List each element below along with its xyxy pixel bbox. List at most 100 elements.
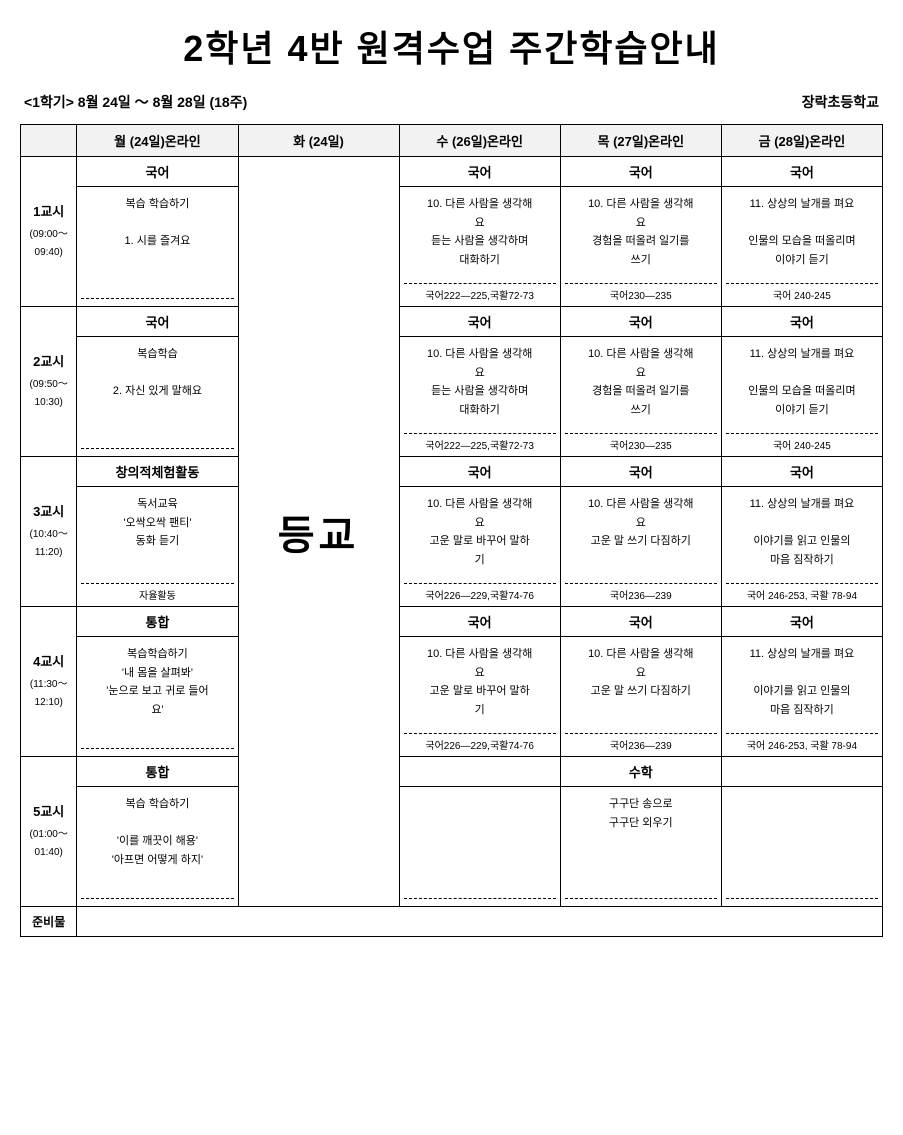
p4-thu-subject: 국어 — [560, 607, 721, 637]
p1-wed-subject: 국어 — [399, 157, 560, 187]
period-3-label: 3교시 (10:40～ 11:20) — [21, 457, 77, 607]
p3-content-row: 독서교육 '오싹오싹 팬티' 동화 듣기 자율활동 10. 다른 사람을 생각해… — [21, 487, 883, 607]
p5-wed-content — [399, 787, 560, 907]
p3-mon-subject: 창의적체험활동 — [77, 457, 238, 487]
p4-mon-subject: 통합 — [77, 607, 238, 637]
p3-mon-ref: 자율활동 — [81, 583, 233, 602]
p4-fri-ref: 국어 246-253, 국활 78-94 — [726, 733, 878, 752]
p5-subject-row: 5교시 (01:00～ 01:40) 통합 수학 — [21, 757, 883, 787]
p2-subject-row: 2교시 (09:50～ 10:30) 국어 국어 국어 국어 — [21, 307, 883, 337]
p5-content-row: 복습 학습하기 '이를 깨끗이 해용' '아프면 어떻게 하지' 구구단 송으로… — [21, 787, 883, 907]
period-5-name: 5교시 — [23, 802, 74, 823]
p1-thu-content: 10. 다른 사람을 생각해 요 경험을 떠올려 일기를 쓰기 국어230—23… — [560, 187, 721, 307]
period-2-name: 2교시 — [23, 352, 74, 373]
period-2-time: (09:50～ 10:30) — [30, 379, 68, 408]
p2-fri-subject: 국어 — [721, 307, 882, 337]
p5-mon-ref — [81, 898, 233, 902]
p5-wed-subject — [399, 757, 560, 787]
p4-wed-subject: 국어 — [399, 607, 560, 637]
p4-content-row: 복습학습하기 '내 몸을 살펴봐' '눈으로 보고 귀로 들어 요' 10. 다… — [21, 637, 883, 757]
p3-wed-ref: 국어226—229,국활74-76 — [404, 583, 556, 602]
p1-mon-subject: 국어 — [77, 157, 238, 187]
p2-mon-body: 복습학습 2. 자신 있게 말해요 — [81, 345, 233, 401]
p3-fri-ref: 국어 246-253, 국활 78-94 — [726, 583, 878, 602]
day-header-thu: 목 (27일)온라인 — [560, 125, 721, 157]
period-4-time: (11:30～ 12:10) — [30, 679, 68, 708]
p4-mon-ref — [81, 748, 233, 752]
p2-wed-subject: 국어 — [399, 307, 560, 337]
p4-subject-row: 4교시 (11:30～ 12:10) 통합 국어 국어 국어 — [21, 607, 883, 637]
p1-fri-ref: 국어 240-245 — [726, 283, 878, 302]
p1-fri-body: 11. 상상의 날개를 펴요 인물의 모습을 떠올리며 이야기 듣기 — [726, 195, 878, 270]
p2-mon-ref — [81, 448, 233, 452]
p2-content-row: 복습학습 2. 자신 있게 말해요 10. 다른 사람을 생각해 요 듣는 사람… — [21, 337, 883, 457]
p4-wed-content: 10. 다른 사람을 생각해 요 고운 말로 바꾸어 말하 기 국어226—22… — [399, 637, 560, 757]
p1-fri-subject: 국어 — [721, 157, 882, 187]
day-header-tue: 화 (24일) — [238, 125, 399, 157]
p5-mon-content: 복습 학습하기 '이를 깨끗이 해용' '아프면 어떻게 하지' — [77, 787, 238, 907]
p1-thu-body: 10. 다른 사람을 생각해 요 경험을 떠올려 일기를 쓰기 — [565, 195, 717, 270]
day-header-wed: 수 (26일)온라인 — [399, 125, 560, 157]
period-1-label: 1교시 (09:00～ 09:40) — [21, 157, 77, 307]
p4-mon-body: 복습학습하기 '내 몸을 살펴봐' '눈으로 보고 귀로 들어 요' — [81, 645, 233, 720]
p4-fri-body: 11. 상상의 날개를 펴요 이야기를 읽고 인물의 마음 짐작하기 — [726, 645, 878, 720]
corner-cell — [21, 125, 77, 157]
p5-thu-body: 구구단 송으로 구구단 외우기 — [565, 795, 717, 832]
p2-wed-content: 10. 다른 사람을 생각해 요 듣는 사람을 생각하며 대화하기 국어222—… — [399, 337, 560, 457]
p3-wed-content: 10. 다른 사람을 생각해 요 고운 말로 바꾸어 말하 기 국어226—22… — [399, 487, 560, 607]
p2-thu-body: 10. 다른 사람을 생각해 요 경험을 떠올려 일기를 쓰기 — [565, 345, 717, 420]
p3-thu-content: 10. 다른 사람을 생각해 요 고운 말 쓰기 다짐하기 국어236—239 — [560, 487, 721, 607]
p1-mon-body: 복습 학습하기 1. 시를 즐겨요 — [81, 195, 233, 251]
period-1-name: 1교시 — [23, 202, 74, 223]
p5-thu-ref — [565, 898, 717, 902]
p3-fri-subject: 국어 — [721, 457, 882, 487]
school-name: 장락초등학교 — [802, 92, 879, 112]
tue-merged-cell: 등교 — [238, 157, 399, 907]
day-header-mon: 월 (24일)온라인 — [77, 125, 238, 157]
p1-fri-content: 11. 상상의 날개를 펴요 인물의 모습을 떠올리며 이야기 듣기 국어 24… — [721, 187, 882, 307]
p2-wed-ref: 국어222—225,국활72-73 — [404, 433, 556, 452]
p4-mon-content: 복습학습하기 '내 몸을 살펴봐' '눈으로 보고 귀로 들어 요' — [77, 637, 238, 757]
p4-fri-subject: 국어 — [721, 607, 882, 637]
p5-mon-body: 복습 학습하기 '이를 깨끗이 해용' '아프면 어떻게 하지' — [81, 795, 233, 870]
p5-thu-content: 구구단 송으로 구구단 외우기 — [560, 787, 721, 907]
p3-fri-body: 11. 상상의 날개를 펴요 이야기를 읽고 인물의 마음 짐작하기 — [726, 495, 878, 570]
schedule-table: 월 (24일)온라인 화 (24일) 수 (26일)온라인 목 (27일)온라인… — [20, 124, 883, 937]
p5-mon-subject: 통합 — [77, 757, 238, 787]
header-row: 월 (24일)온라인 화 (24일) 수 (26일)온라인 목 (27일)온라인… — [21, 125, 883, 157]
p2-thu-subject: 국어 — [560, 307, 721, 337]
p5-fri-subject — [721, 757, 882, 787]
p2-thu-content: 10. 다른 사람을 생각해 요 경험을 떠올려 일기를 쓰기 국어230—23… — [560, 337, 721, 457]
p4-wed-ref: 국어226—229,국활74-76 — [404, 733, 556, 752]
period-1-time: (09:00～ 09:40) — [30, 229, 68, 258]
p2-mon-subject: 국어 — [77, 307, 238, 337]
p4-fri-content: 11. 상상의 날개를 펴요 이야기를 읽고 인물의 마음 짐작하기 국어 24… — [721, 637, 882, 757]
p5-wed-ref — [404, 898, 556, 902]
p3-mon-body: 독서교육 '오싹오싹 팬티' 동화 듣기 — [81, 495, 233, 551]
period-4-name: 4교시 — [23, 652, 74, 673]
p5-thu-subject: 수학 — [560, 757, 721, 787]
period-5-time: (01:00～ 01:40) — [30, 829, 68, 858]
period-2-label: 2교시 (09:50～ 10:30) — [21, 307, 77, 457]
p3-subject-row: 3교시 (10:40～ 11:20) 창의적체험활동 국어 국어 국어 — [21, 457, 883, 487]
p1-subject-row: 1교시 (09:00～ 09:40) 국어 등교 국어 국어 국어 — [21, 157, 883, 187]
p3-mon-content: 독서교육 '오싹오싹 팬티' 동화 듣기 자율활동 — [77, 487, 238, 607]
p1-thu-ref: 국어230—235 — [565, 283, 717, 302]
p3-wed-body: 10. 다른 사람을 생각해 요 고운 말로 바꾸어 말하 기 — [404, 495, 556, 570]
p1-content-row: 복습 학습하기 1. 시를 즐겨요 10. 다른 사람을 생각해 요 듣는 사람… — [21, 187, 883, 307]
p2-fri-body: 11. 상상의 날개를 펴요 인물의 모습을 떠올리며 이야기 듣기 — [726, 345, 878, 420]
p1-mon-ref — [81, 298, 233, 302]
p2-thu-ref: 국어230—235 — [565, 433, 717, 452]
p4-thu-ref: 국어236—239 — [565, 733, 717, 752]
p2-fri-content: 11. 상상의 날개를 펴요 인물의 모습을 떠올리며 이야기 듣기 국어 24… — [721, 337, 882, 457]
p4-thu-content: 10. 다른 사람을 생각해 요 고운 말 쓰기 다짐하기 국어236—239 — [560, 637, 721, 757]
p3-thu-ref: 국어236—239 — [565, 583, 717, 602]
p1-wed-content: 10. 다른 사람을 생각해 요 듣는 사람을 생각하며 대화하기 국어222—… — [399, 187, 560, 307]
p1-thu-subject: 국어 — [560, 157, 721, 187]
p4-thu-body: 10. 다른 사람을 생각해 요 고운 말 쓰기 다짐하기 — [565, 645, 717, 701]
p5-fri-content — [721, 787, 882, 907]
period-3-name: 3교시 — [23, 502, 74, 523]
period-3-time: (10:40～ 11:20) — [30, 529, 68, 558]
p2-wed-body: 10. 다른 사람을 생각해 요 듣는 사람을 생각하며 대화하기 — [404, 345, 556, 420]
p5-fri-ref — [726, 898, 878, 902]
